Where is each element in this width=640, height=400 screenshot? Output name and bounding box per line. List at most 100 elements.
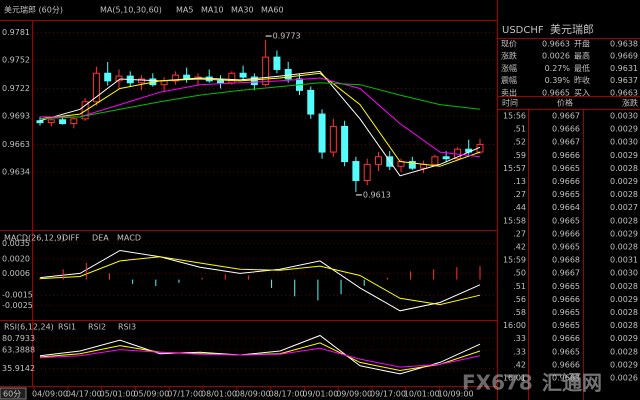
trade-change: 0.0029 [610,125,638,134]
quote-value: 0.9637 [610,76,638,85]
trade-time: .50 [513,269,526,278]
trade-price: 0.9666 [552,295,580,304]
trade-time: 16:00 [503,321,526,330]
quote-header-bg [498,20,640,38]
y-tick-label: 63.3888 [2,346,35,355]
trade-change: 0.0029 [610,151,638,160]
x-tick-label: 09/01:00 [302,390,338,399]
candle-body [104,72,112,82]
legend-entry: DIFF [62,234,80,243]
candle-body [59,119,67,125]
watermark: FX678 [462,371,533,395]
trade-change: 0.0028 [610,347,638,356]
quote-value: 0.39% [545,76,571,85]
trade-time: 15:57 [503,164,526,173]
line [39,334,481,375]
quote-label: 最低 [574,63,590,73]
annotation: 0.9613 [363,190,391,199]
trade-price: 0.9664 [552,203,580,212]
symbol: USDCHF [502,25,544,36]
legend-entry: RSI2 [88,323,106,332]
candle-body [273,56,281,70]
y-tick-label: 0.9693 [2,111,30,120]
quote-label: 涨跌 [501,51,517,61]
quote-value: 0.9663 [610,88,638,97]
trade-time: .42 [513,243,526,252]
candle-body [408,161,416,169]
line [39,249,481,312]
trade-change: 0.0028 [610,190,638,199]
trade-price: 0.9666 [552,151,580,160]
y-tick-label: 0.9722 [2,84,30,93]
x-tick-label: 10/09:00 [438,390,474,399]
trade-change: 0.0030 [610,112,638,121]
candle-body [171,74,179,82]
line [39,256,481,306]
period-button[interactable] [0,387,27,400]
trade-price: 0.9663 [552,374,580,383]
quote-label: 开盘 [574,39,590,49]
candle-body [217,80,225,84]
candle-body [70,118,78,125]
candle-body [228,72,236,84]
chart-title: 美元瑞郎 (60分) [4,5,63,15]
trade-price: 0.9665 [552,216,580,225]
rsi-title: RSI(6,12,24) [4,323,54,332]
candle-body [363,163,371,182]
y-tick-label: 0.9781 [2,28,30,37]
trade-change: 0.0029 [610,360,638,369]
table-header: 时间 [502,98,518,108]
candle-body [442,156,450,160]
trade-price: 0.9665 [552,164,580,173]
trade-price: 0.9667 [552,112,580,121]
trade-time: .51 [513,282,526,291]
trade-price: 0.9665 [552,308,580,317]
quote-value: 0.9631 [610,64,638,73]
quote-value: 0.9669 [610,52,638,61]
quote-label: 卖出 [501,87,517,97]
trade-price: 0.9666 [552,360,580,369]
line [39,72,481,167]
table-header: 价格 [557,98,573,108]
candle-body [250,76,258,86]
trade-price: 0.9665 [552,282,580,291]
y-tick-label: 35.9142 [2,364,35,373]
symbol-name: 美元瑞郎 [550,22,594,36]
trade-price: 0.9665 [552,190,580,199]
candle-body [318,113,326,153]
table-header: 涨跌 [622,98,638,108]
quote-label: 涨幅 [501,63,517,73]
macd-title: MACD(26,12,9) [4,234,65,243]
trade-change: 0.0028 [610,321,638,330]
trade-change: 0.0029 [610,334,638,343]
candle-body [284,68,292,80]
trade-change: 0.0028 [610,308,638,317]
candle-body [138,78,146,84]
x-tick-label: 09/17:00 [370,390,406,399]
watermark: 汇通网 [542,371,602,395]
trade-time: .51 [513,125,526,134]
candle-body [160,80,168,86]
y-tick-label: 0.0035 [2,239,30,248]
x-tick-label: 04/17:00 [66,390,102,399]
legend-entry: RSI1 [58,323,76,332]
legend-entry: MA60 [261,6,284,15]
period[interactable]: 60分 [3,390,21,399]
quote-label: 震幅 [501,75,517,85]
quote-value: 0.9665 [542,88,570,97]
legend-entry: MA30 [231,6,254,15]
trade-price: 0.9667 [552,269,580,278]
x-tick-label: 04/09:00 [32,390,68,399]
candle-body [36,120,44,124]
quote-label: 现价 [501,40,517,49]
trade-time: 15:56 [503,112,526,121]
trade-price: 0.9668 [552,256,580,265]
trade-price: 0.9666 [552,125,580,134]
y-tick-label: 0.0020 [2,254,30,263]
trade-change: 0.0029 [610,229,638,238]
candle-body [374,156,382,165]
trade-time: .27 [513,229,526,238]
legend-entry: MACD [117,234,141,243]
